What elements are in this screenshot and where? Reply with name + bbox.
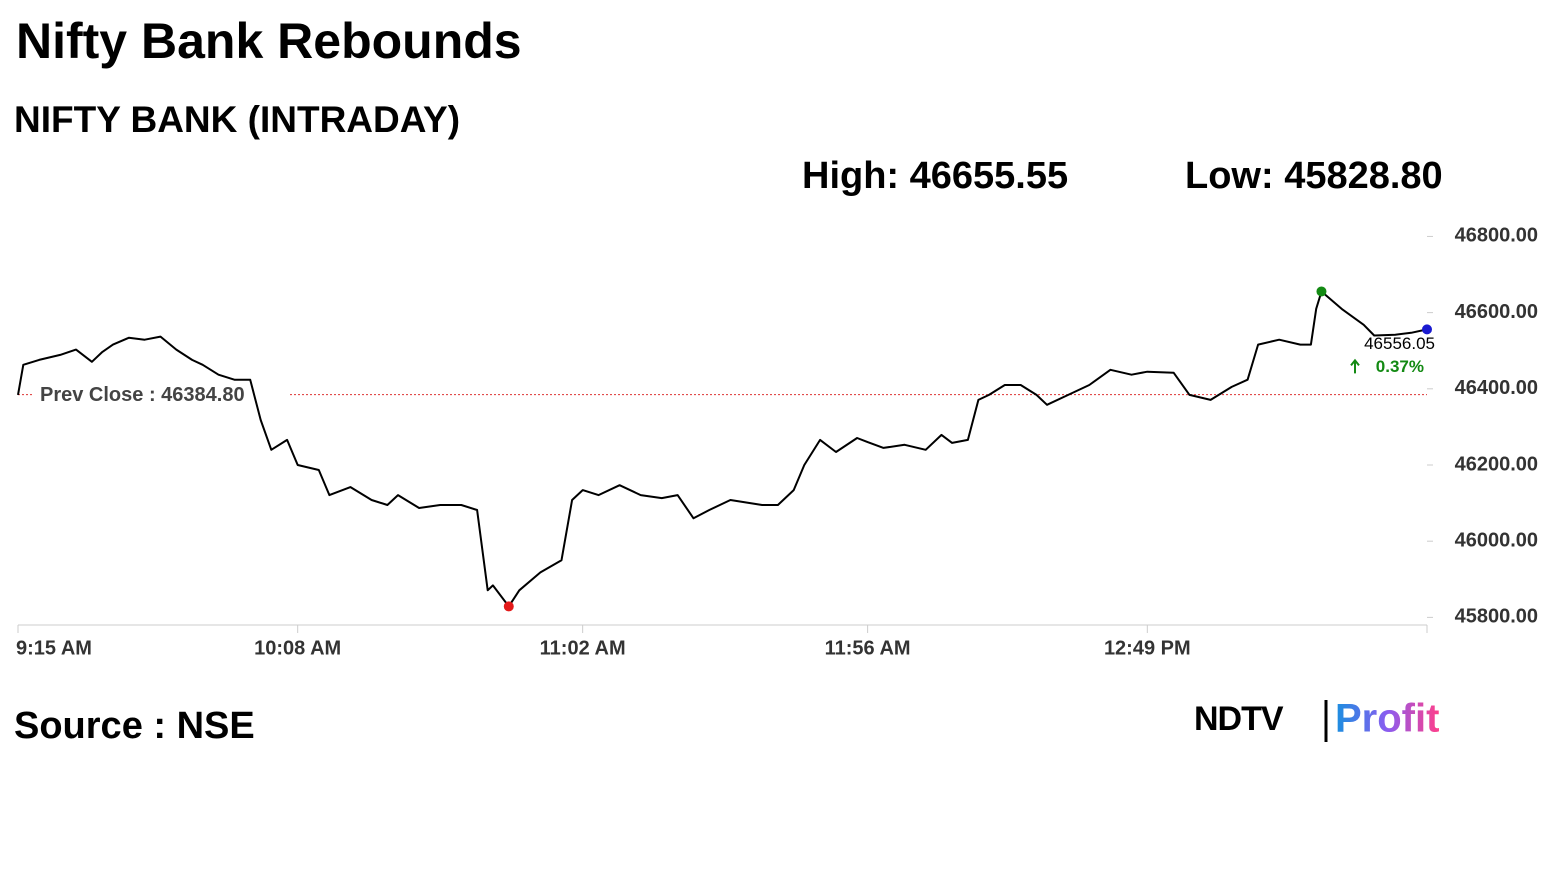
source: Source : NSE [14,705,255,747]
y-tick-label: 46600.00 [1455,301,1538,323]
last-dot [1422,324,1432,335]
low-dot [503,601,514,612]
plot: 45800.00 46000.00 46200.00 46400.00 46600.00… [16,225,1538,660]
logo-ndtv: NDTV [1194,700,1284,738]
x-tick-label: 11:56 AM [825,637,911,659]
high-label: High: 46655.55 [802,155,1068,197]
x-tick-label: 9:15 AM [16,637,92,659]
logo-profit: Profit [1335,697,1439,741]
y-tick-label: 46400.00 [1455,377,1538,399]
y-tick-label: 46000.00 [1455,529,1538,551]
price-line [17,290,1428,608]
prev-close-bg [34,381,290,408]
high-dot [1316,286,1327,297]
y-tick-label: 45800.00 [1455,606,1538,628]
last-value: 46556.05 [1364,334,1435,353]
x-tick-label: 10:08 AM [254,637,341,659]
prev-close-label: Prev Close : 46384.80 [40,384,245,406]
x-tick-label: 12:49 PM [1104,637,1191,659]
y-tick-label: 46200.00 [1455,453,1538,475]
x-tick-label: 11:02 AM [540,637,626,659]
chart-title: Nifty Bank Rebounds [16,13,522,69]
last-change: 0.37% [1376,357,1424,376]
up-arrow [1350,358,1360,374]
low-label: Low: 45828.80 [1185,155,1443,197]
chart-subtitle: NIFTY BANK (INTRADAY) [14,99,460,140]
y-tick-label: 46800.00 [1455,225,1538,247]
